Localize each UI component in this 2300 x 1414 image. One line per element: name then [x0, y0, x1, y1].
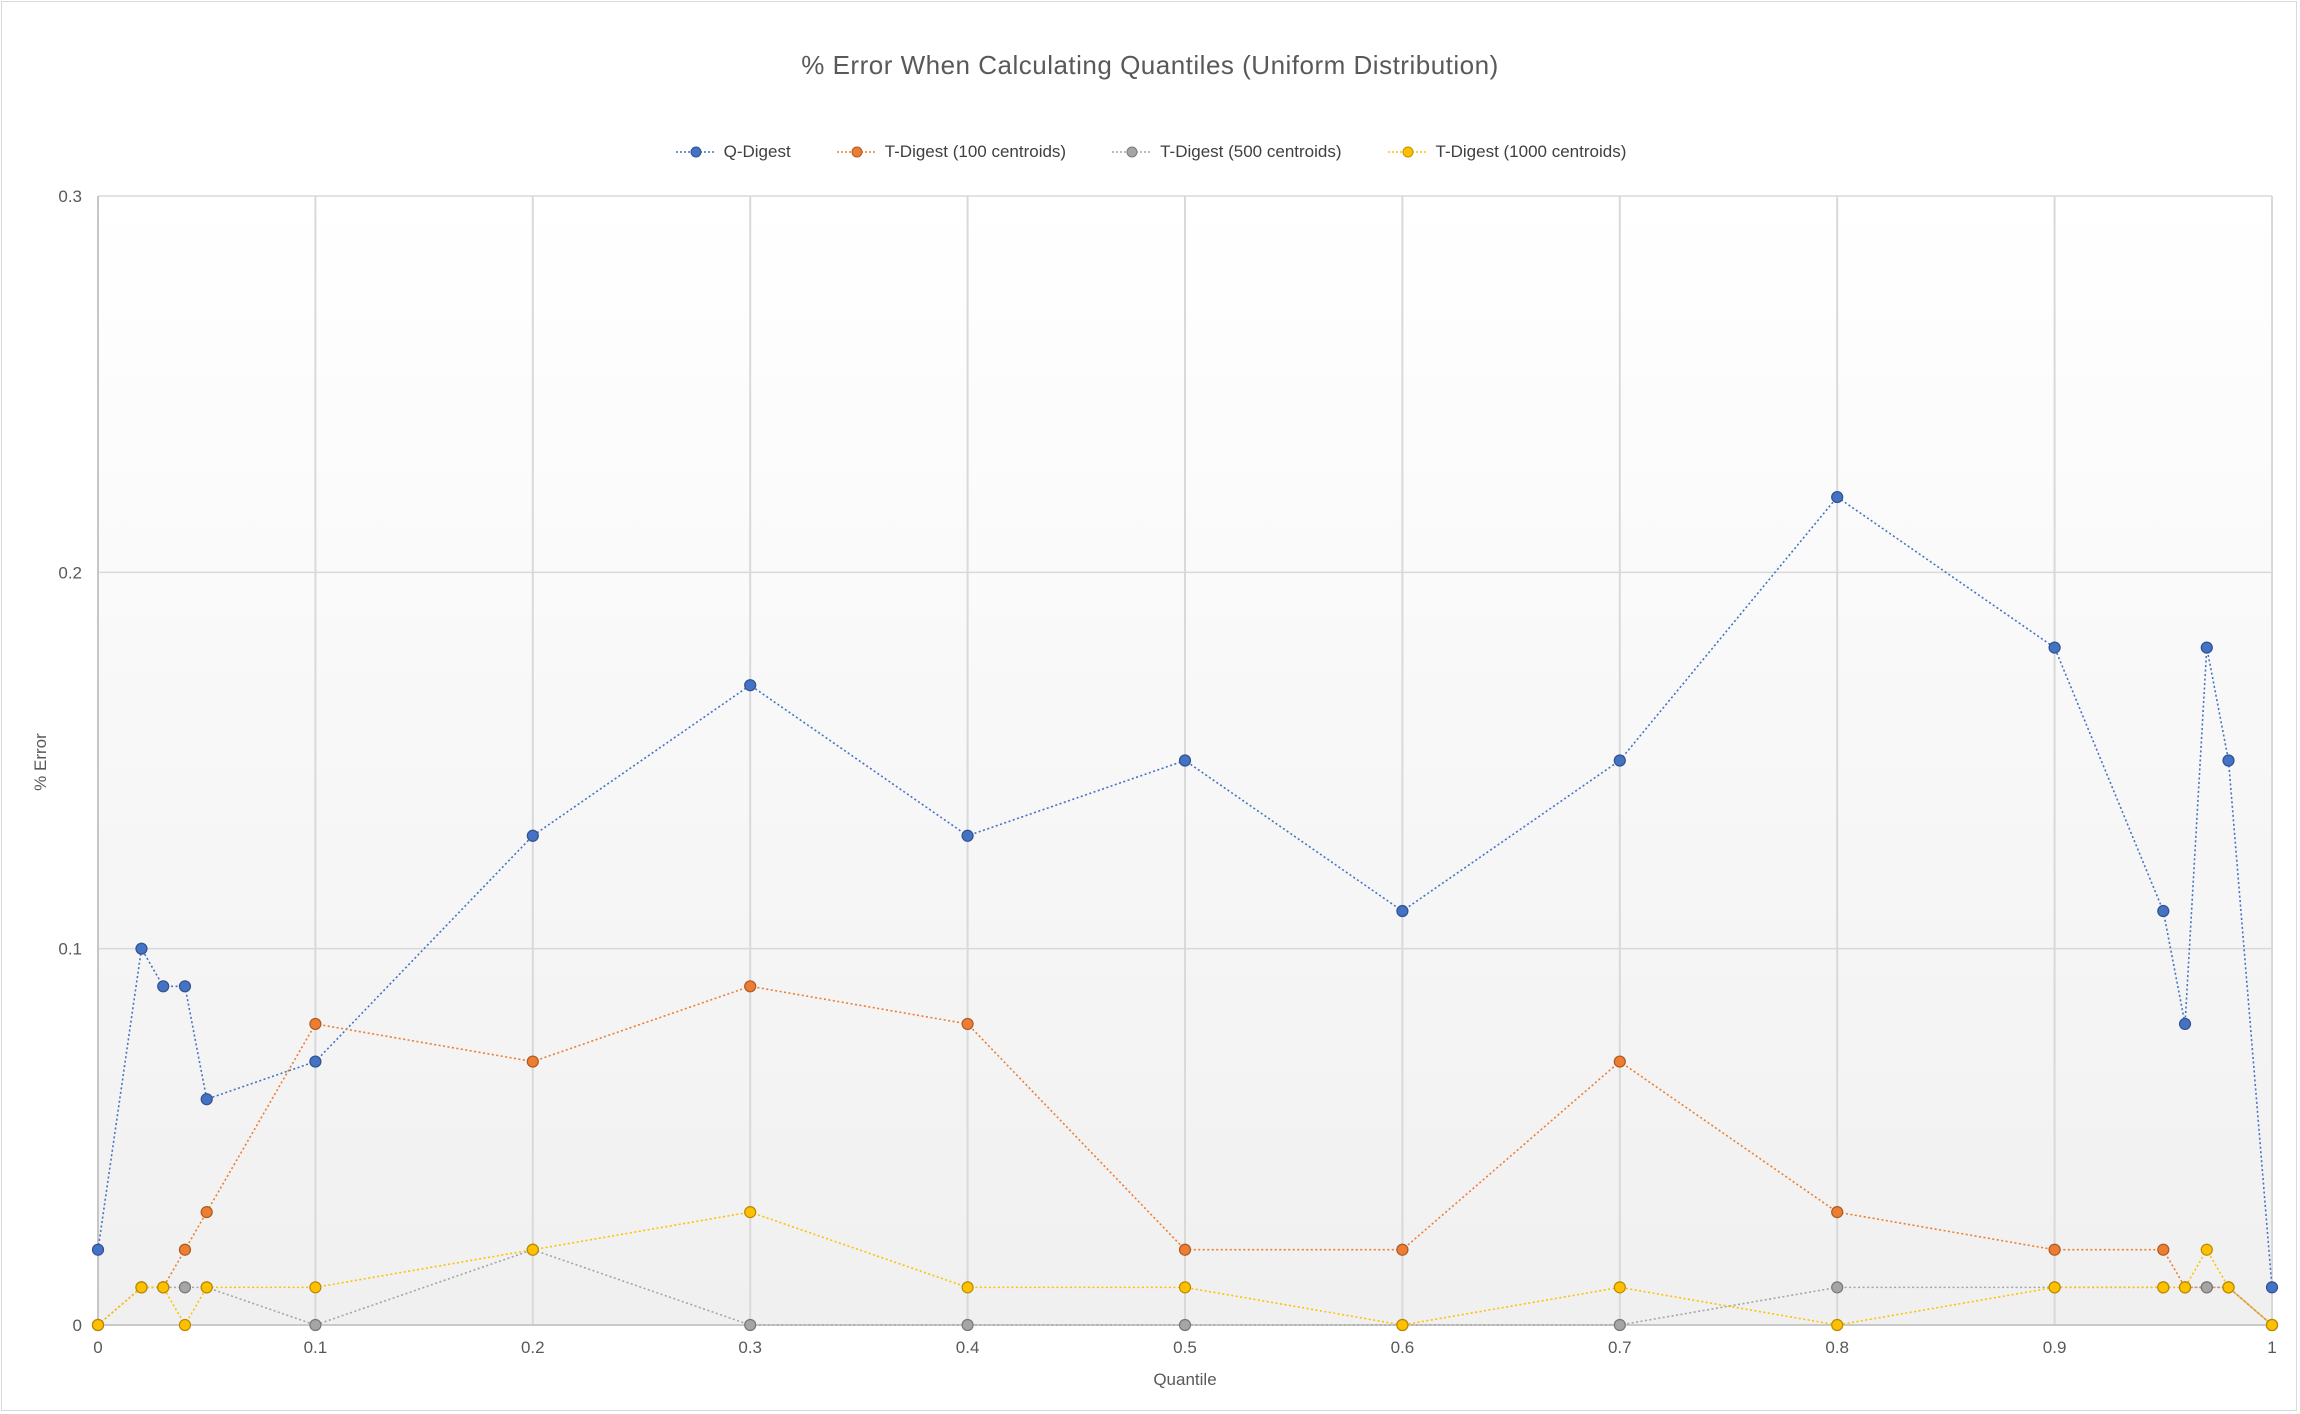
data-point-t-digest-1000-centroids — [2222, 1281, 2235, 1294]
data-point-t-digest-1000-centroids — [1831, 1318, 1844, 1332]
data-point-q-digest — [1178, 754, 1192, 767]
data-point-q-digest — [2048, 641, 2061, 654]
x-tick-label: 0.7 — [1608, 1338, 1632, 1357]
data-point-t-digest-1000-centroids — [2048, 1281, 2061, 1294]
x-tick-label: 0.1 — [304, 1338, 328, 1357]
data-point-t-digest-500-centroids — [1613, 1318, 1626, 1332]
data-point-t-digest-100-centroids — [178, 1243, 192, 1256]
data-point-q-digest — [961, 829, 974, 842]
data-point-q-digest — [526, 829, 539, 842]
x-tick-label: 0.4 — [956, 1338, 980, 1357]
data-point-t-digest-1000-centroids — [200, 1281, 213, 1294]
legend-swatch-t-digest-1000 — [1387, 146, 1428, 158]
data-point-t-digest-500-centroids — [309, 1318, 322, 1332]
data-point-t-digest-100-centroids — [1613, 1055, 1626, 1068]
x-tick-label: 0.8 — [1825, 1338, 1849, 1357]
data-point-t-digest-1000-centroids — [2178, 1281, 2192, 1294]
data-point-t-digest-1000-centroids — [157, 1281, 170, 1294]
data-point-t-digest-1000-centroids — [309, 1281, 322, 1294]
data-point-q-digest — [91, 1243, 105, 1256]
legend-swatch-t-digest-100 — [836, 146, 877, 158]
data-point-q-digest — [157, 980, 170, 993]
data-point-t-digest-100-centroids — [1178, 1243, 1192, 1256]
y-tick-label: 0 — [73, 1316, 82, 1335]
data-point-t-digest-1000-centroids — [135, 1281, 148, 1294]
y-tick-label: 0.1 — [58, 940, 82, 959]
data-point-t-digest-500-centroids — [178, 1281, 192, 1294]
data-point-t-digest-500-centroids — [961, 1318, 974, 1332]
data-point-t-digest-1000-centroids — [1613, 1281, 1626, 1294]
x-tick-label: 0.2 — [521, 1338, 545, 1357]
data-point-t-digest-100-centroids — [1831, 1205, 1844, 1219]
data-point-q-digest — [135, 942, 148, 955]
data-point-t-digest-100-centroids — [2048, 1243, 2061, 1256]
data-point-q-digest — [200, 1093, 213, 1106]
legend-label-t-digest-1000: T-Digest (1000 centroids) — [1435, 142, 1627, 161]
x-tick-label: 0 — [93, 1338, 102, 1357]
x-axis-title: Quantile — [1153, 1370, 1216, 1389]
data-point-t-digest-100-centroids — [1396, 1243, 1409, 1256]
y-tick-label: 0.2 — [58, 563, 82, 582]
data-point-q-digest — [1831, 490, 1844, 504]
x-tick-label: 0.3 — [738, 1338, 762, 1357]
y-axis-title: % Error — [31, 733, 50, 791]
legend-swatch-t-digest-500 — [1112, 146, 1153, 158]
data-point-t-digest-500-centroids — [1831, 1281, 1844, 1294]
data-point-t-digest-100-centroids — [309, 1017, 322, 1031]
data-point-t-digest-1000-centroids — [526, 1243, 539, 1256]
legend-swatch-q-digest — [675, 146, 716, 158]
x-tick-label: 0.9 — [2043, 1338, 2067, 1357]
y-tick-label: 0.3 — [58, 187, 82, 206]
legend-item-t-digest-100: T-Digest (100 centroids) — [835, 142, 1066, 162]
data-point-t-digest-1000-centroids — [2265, 1318, 2279, 1332]
data-point-q-digest — [2222, 754, 2235, 767]
data-point-t-digest-100-centroids — [2157, 1243, 2170, 1256]
data-point-t-digest-1000-centroids — [91, 1318, 105, 1332]
data-point-q-digest — [2200, 641, 2213, 654]
data-point-t-digest-500-centroids — [744, 1318, 757, 1332]
legend-label-q-digest: Q-Digest — [723, 142, 791, 161]
data-point-t-digest-500-centroids — [1178, 1318, 1192, 1332]
x-tick-label: 1 — [2267, 1338, 2276, 1357]
data-point-t-digest-100-centroids — [744, 980, 757, 993]
data-point-t-digest-1000-centroids — [2157, 1281, 2170, 1294]
data-point-t-digest-1000-centroids — [1178, 1281, 1192, 1294]
data-point-q-digest — [2265, 1281, 2279, 1294]
x-tick-label: 0.5 — [1173, 1338, 1197, 1357]
data-point-t-digest-1000-centroids — [961, 1281, 974, 1294]
data-point-t-digest-100-centroids — [200, 1205, 213, 1219]
data-point-t-digest-1000-centroids — [1396, 1318, 1409, 1332]
data-point-t-digest-500-centroids — [2200, 1281, 2213, 1294]
data-point-q-digest — [2157, 904, 2170, 918]
legend-item-q-digest: Q-Digest — [674, 142, 791, 162]
data-point-t-digest-100-centroids — [526, 1055, 539, 1068]
legend-label-t-digest-500: T-Digest (500 centroids) — [1160, 142, 1342, 161]
data-point-q-digest — [1396, 904, 1409, 918]
data-point-q-digest — [1613, 754, 1626, 767]
legend: Q-Digest T-Digest (100 centroids) T-Dige… — [0, 142, 2300, 162]
data-point-t-digest-100-centroids — [961, 1017, 974, 1031]
x-tick-label: 0.6 — [1391, 1338, 1415, 1357]
data-point-q-digest — [744, 679, 757, 692]
data-point-q-digest — [309, 1055, 322, 1068]
data-point-t-digest-1000-centroids — [744, 1205, 757, 1219]
legend-label-t-digest-100: T-Digest (100 centroids) — [884, 142, 1067, 161]
data-point-q-digest — [2178, 1017, 2192, 1031]
data-point-q-digest — [178, 980, 192, 993]
data-point-t-digest-1000-centroids — [2200, 1243, 2213, 1256]
data-point-t-digest-1000-centroids — [178, 1318, 192, 1332]
chart-title: % Error When Calculating Quantiles (Unif… — [801, 50, 1499, 80]
legend-item-t-digest-500: T-Digest (500 centroids) — [1110, 142, 1342, 162]
legend-item-t-digest-1000: T-Digest (1000 centroids) — [1386, 142, 1627, 162]
